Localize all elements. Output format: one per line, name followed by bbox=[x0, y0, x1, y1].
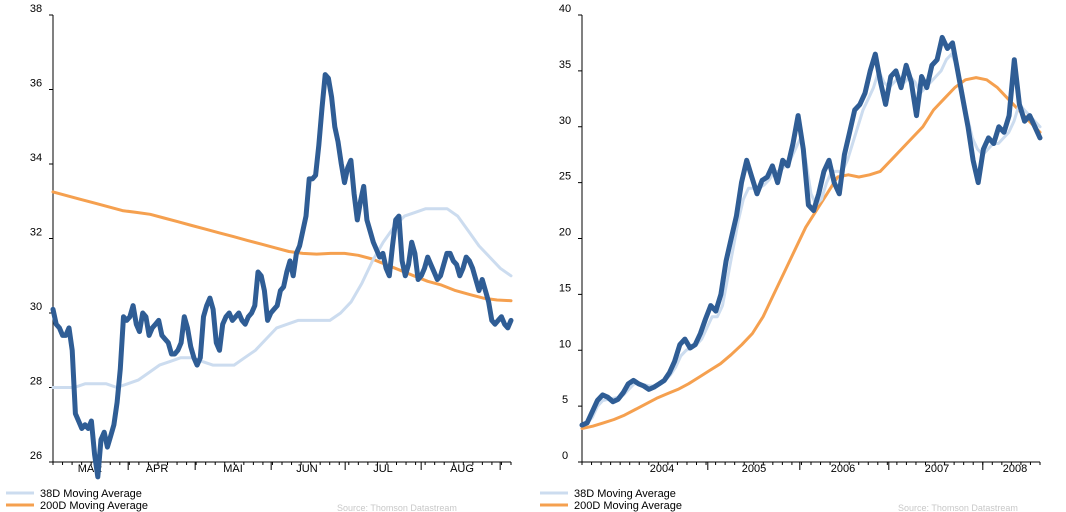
legend-right: 38D Moving Average 200D Moving Average bbox=[574, 488, 682, 512]
price-line bbox=[579, 34, 1043, 428]
x-tick-label: APR bbox=[146, 463, 169, 475]
legend-left: 38D Moving Average 200D Moving Average bbox=[40, 488, 148, 512]
x-tick-label: MAI bbox=[223, 463, 243, 475]
x-tick-label: 2007 bbox=[925, 463, 949, 475]
y-tick-label: 38 bbox=[30, 3, 42, 15]
source-note-left: Source: Thomson Datastream bbox=[337, 503, 457, 512]
price-line bbox=[50, 72, 514, 480]
x-tick-label: 2006 bbox=[831, 463, 855, 475]
legend-label-38d: 38D Moving Average bbox=[574, 488, 676, 500]
x-tick-label: 2008 bbox=[1003, 463, 1027, 475]
y-tick-label: 40 bbox=[559, 3, 571, 15]
ma200-line bbox=[580, 76, 1042, 430]
chart-right: 0 5 10 15 20 25 30 35 40 2004 2005 2006 2007 2008 bbox=[559, 3, 1043, 475]
y-tick-label: 28 bbox=[30, 376, 42, 388]
y-tick-label: 26 bbox=[30, 450, 42, 462]
y-tick-label: 32 bbox=[30, 227, 42, 239]
ma200-line bbox=[51, 190, 513, 303]
x-tick-label: JUL bbox=[373, 463, 393, 475]
y-tick-label: 36 bbox=[30, 78, 42, 90]
y-tick-label: 0 bbox=[562, 450, 568, 462]
y-tick-label: 5 bbox=[562, 394, 568, 406]
legend-label-38d: 38D Moving Average bbox=[40, 488, 142, 500]
x-tick-label: 2004 bbox=[650, 463, 674, 475]
x-tick-label: AUG bbox=[450, 463, 474, 475]
ma38-line bbox=[51, 207, 513, 389]
y-tick-label: 30 bbox=[559, 115, 571, 127]
y-tick-label: 25 bbox=[559, 171, 571, 183]
y-tick-label: 15 bbox=[559, 282, 571, 294]
y-tick-label: 35 bbox=[559, 59, 571, 71]
legend-label-200d: 200D Moving Average bbox=[40, 500, 148, 512]
y-tick-label: 20 bbox=[559, 227, 571, 239]
y-tick-label: 34 bbox=[30, 152, 42, 164]
x-tick-label: 2005 bbox=[742, 463, 766, 475]
x-tick-label: JUN bbox=[296, 463, 317, 475]
legend-label-200d: 200D Moving Average bbox=[574, 500, 682, 512]
source-note-right: Source: Thomson Datastream bbox=[898, 503, 1018, 512]
y-tick-label: 30 bbox=[30, 301, 42, 313]
ma38-line bbox=[580, 52, 1042, 427]
y-tick-label: 10 bbox=[559, 338, 571, 350]
